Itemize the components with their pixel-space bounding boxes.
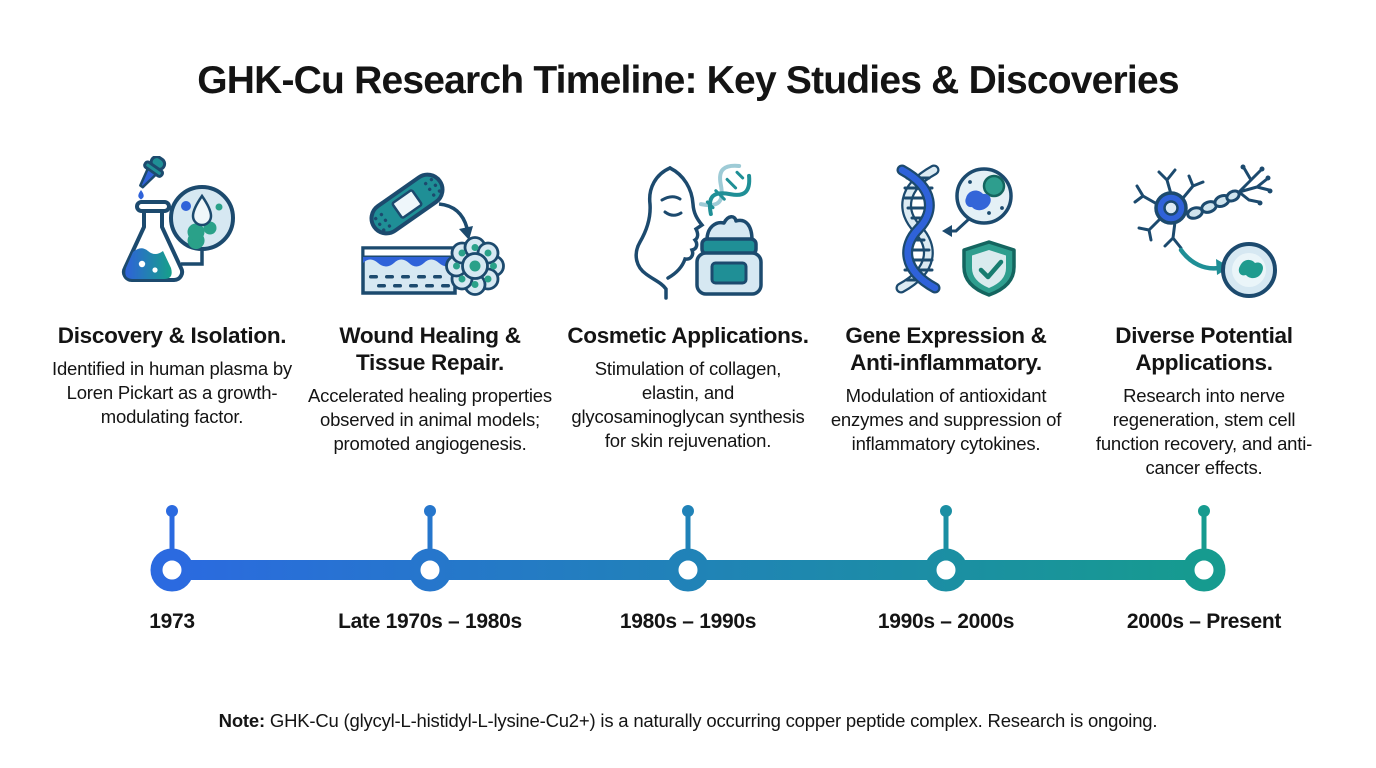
milestone-description: Identified in human plasma by Loren Pick…: [52, 358, 292, 428]
bandage-skin-cells-icon: [308, 150, 552, 312]
face-dna-cream-jar-icon: [566, 150, 810, 312]
footer-note-text: GHK-Cu (glycyl-L-histidyl-L-lysine-Cu2+)…: [264, 710, 1158, 731]
timeline-date: 2000s – Present: [1126, 610, 1282, 633]
timeline-date: 1973: [149, 610, 195, 633]
timeline: [150, 505, 1226, 592]
timeline-date: Late 1970s – 1980s: [338, 610, 522, 633]
timeline-node-2000s: [1182, 505, 1226, 592]
milestone-heading: Discovery & Isolation.: [57, 323, 287, 348]
timeline-node-1980s: [666, 505, 710, 592]
dna-cell-shield-icon: [824, 150, 1068, 312]
milestone-description: Stimulation of collagen, elastin, and gl…: [571, 358, 805, 452]
timeline-node-late-1970s: [408, 505, 452, 592]
milestone-heading: Gene Expression & Anti-inflammatory.: [845, 323, 1047, 375]
milestone-column-gene-expression: Gene Expression & Anti-inflammatory. Mod…: [817, 150, 1075, 480]
timeline-dates: 1973 Late 1970s – 1980s 1980s – 1990s 19…: [43, 610, 1333, 634]
milestone-column-wound-healing: Wound Healing & Tissue Repair. Accelerat…: [301, 150, 559, 480]
footer-note-label: Note:: [218, 710, 265, 731]
milestone-column-diverse: Diverse Potential Applications. Research…: [1075, 150, 1333, 480]
milestone-description: Accelerated healing properties observed …: [308, 385, 552, 455]
milestone-description: Modulation of antioxidant enzymes and su…: [830, 385, 1062, 455]
neuron-stem-cell-icon: [1082, 150, 1326, 312]
milestone-heading: Diverse Potential Applications.: [1115, 323, 1293, 375]
timeline-node-1973: [150, 505, 194, 592]
timeline-date: 1990s – 2000s: [877, 610, 1015, 633]
page-title: GHK-Cu Research Timeline: Key Studies & …: [197, 59, 1179, 102]
footer-note: Note: GHK-Cu (glycyl-L-histidyl-L-lysine…: [0, 710, 1376, 732]
flask-dropper-petri-icon: [50, 150, 294, 312]
milestone-heading: Cosmetic Applications.: [567, 323, 809, 348]
milestone-column-cosmetic: Cosmetic Applications. Stimulation of co…: [559, 150, 817, 480]
milestone-heading: Wound Healing & Tissue Repair.: [339, 323, 521, 375]
milestone-columns: Discovery & Isolation. Identified in hum…: [43, 150, 1333, 480]
timeline-date: 1980s – 1990s: [619, 610, 757, 633]
milestone-column-discovery: Discovery & Isolation. Identified in hum…: [43, 150, 301, 480]
timeline-node-1990s: [924, 505, 968, 592]
milestone-description: Research into nerve regeneration, stem c…: [1095, 385, 1313, 479]
